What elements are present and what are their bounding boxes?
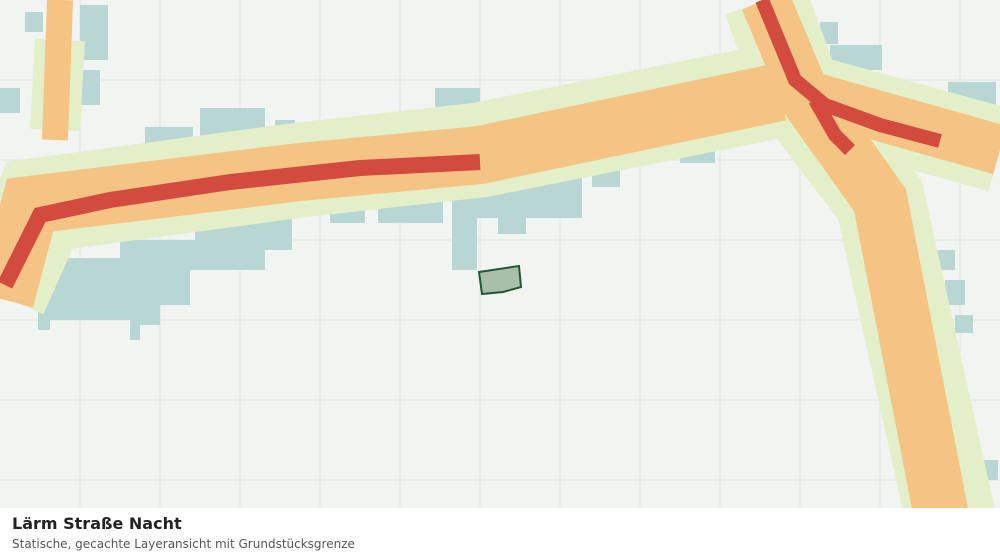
building: [80, 70, 100, 105]
building: [25, 12, 43, 32]
building: [955, 315, 973, 333]
map-title: Lärm Straße Nacht: [12, 514, 182, 533]
noise-high: [808, 96, 855, 155]
noise-mid: [42, 0, 73, 141]
caption: Lärm Straße Nacht Statische, gecachte La…: [0, 508, 1000, 560]
building: [0, 88, 20, 113]
map-subtitle: Statische, gecachte Layeransicht mit Gru…: [12, 537, 355, 551]
building: [452, 215, 477, 270]
building: [820, 22, 838, 44]
building: [80, 5, 108, 60]
building: [498, 210, 526, 234]
building: [945, 280, 965, 305]
building: [38, 215, 292, 340]
noise-high: [0, 154, 481, 289]
parcel: [477, 264, 523, 296]
